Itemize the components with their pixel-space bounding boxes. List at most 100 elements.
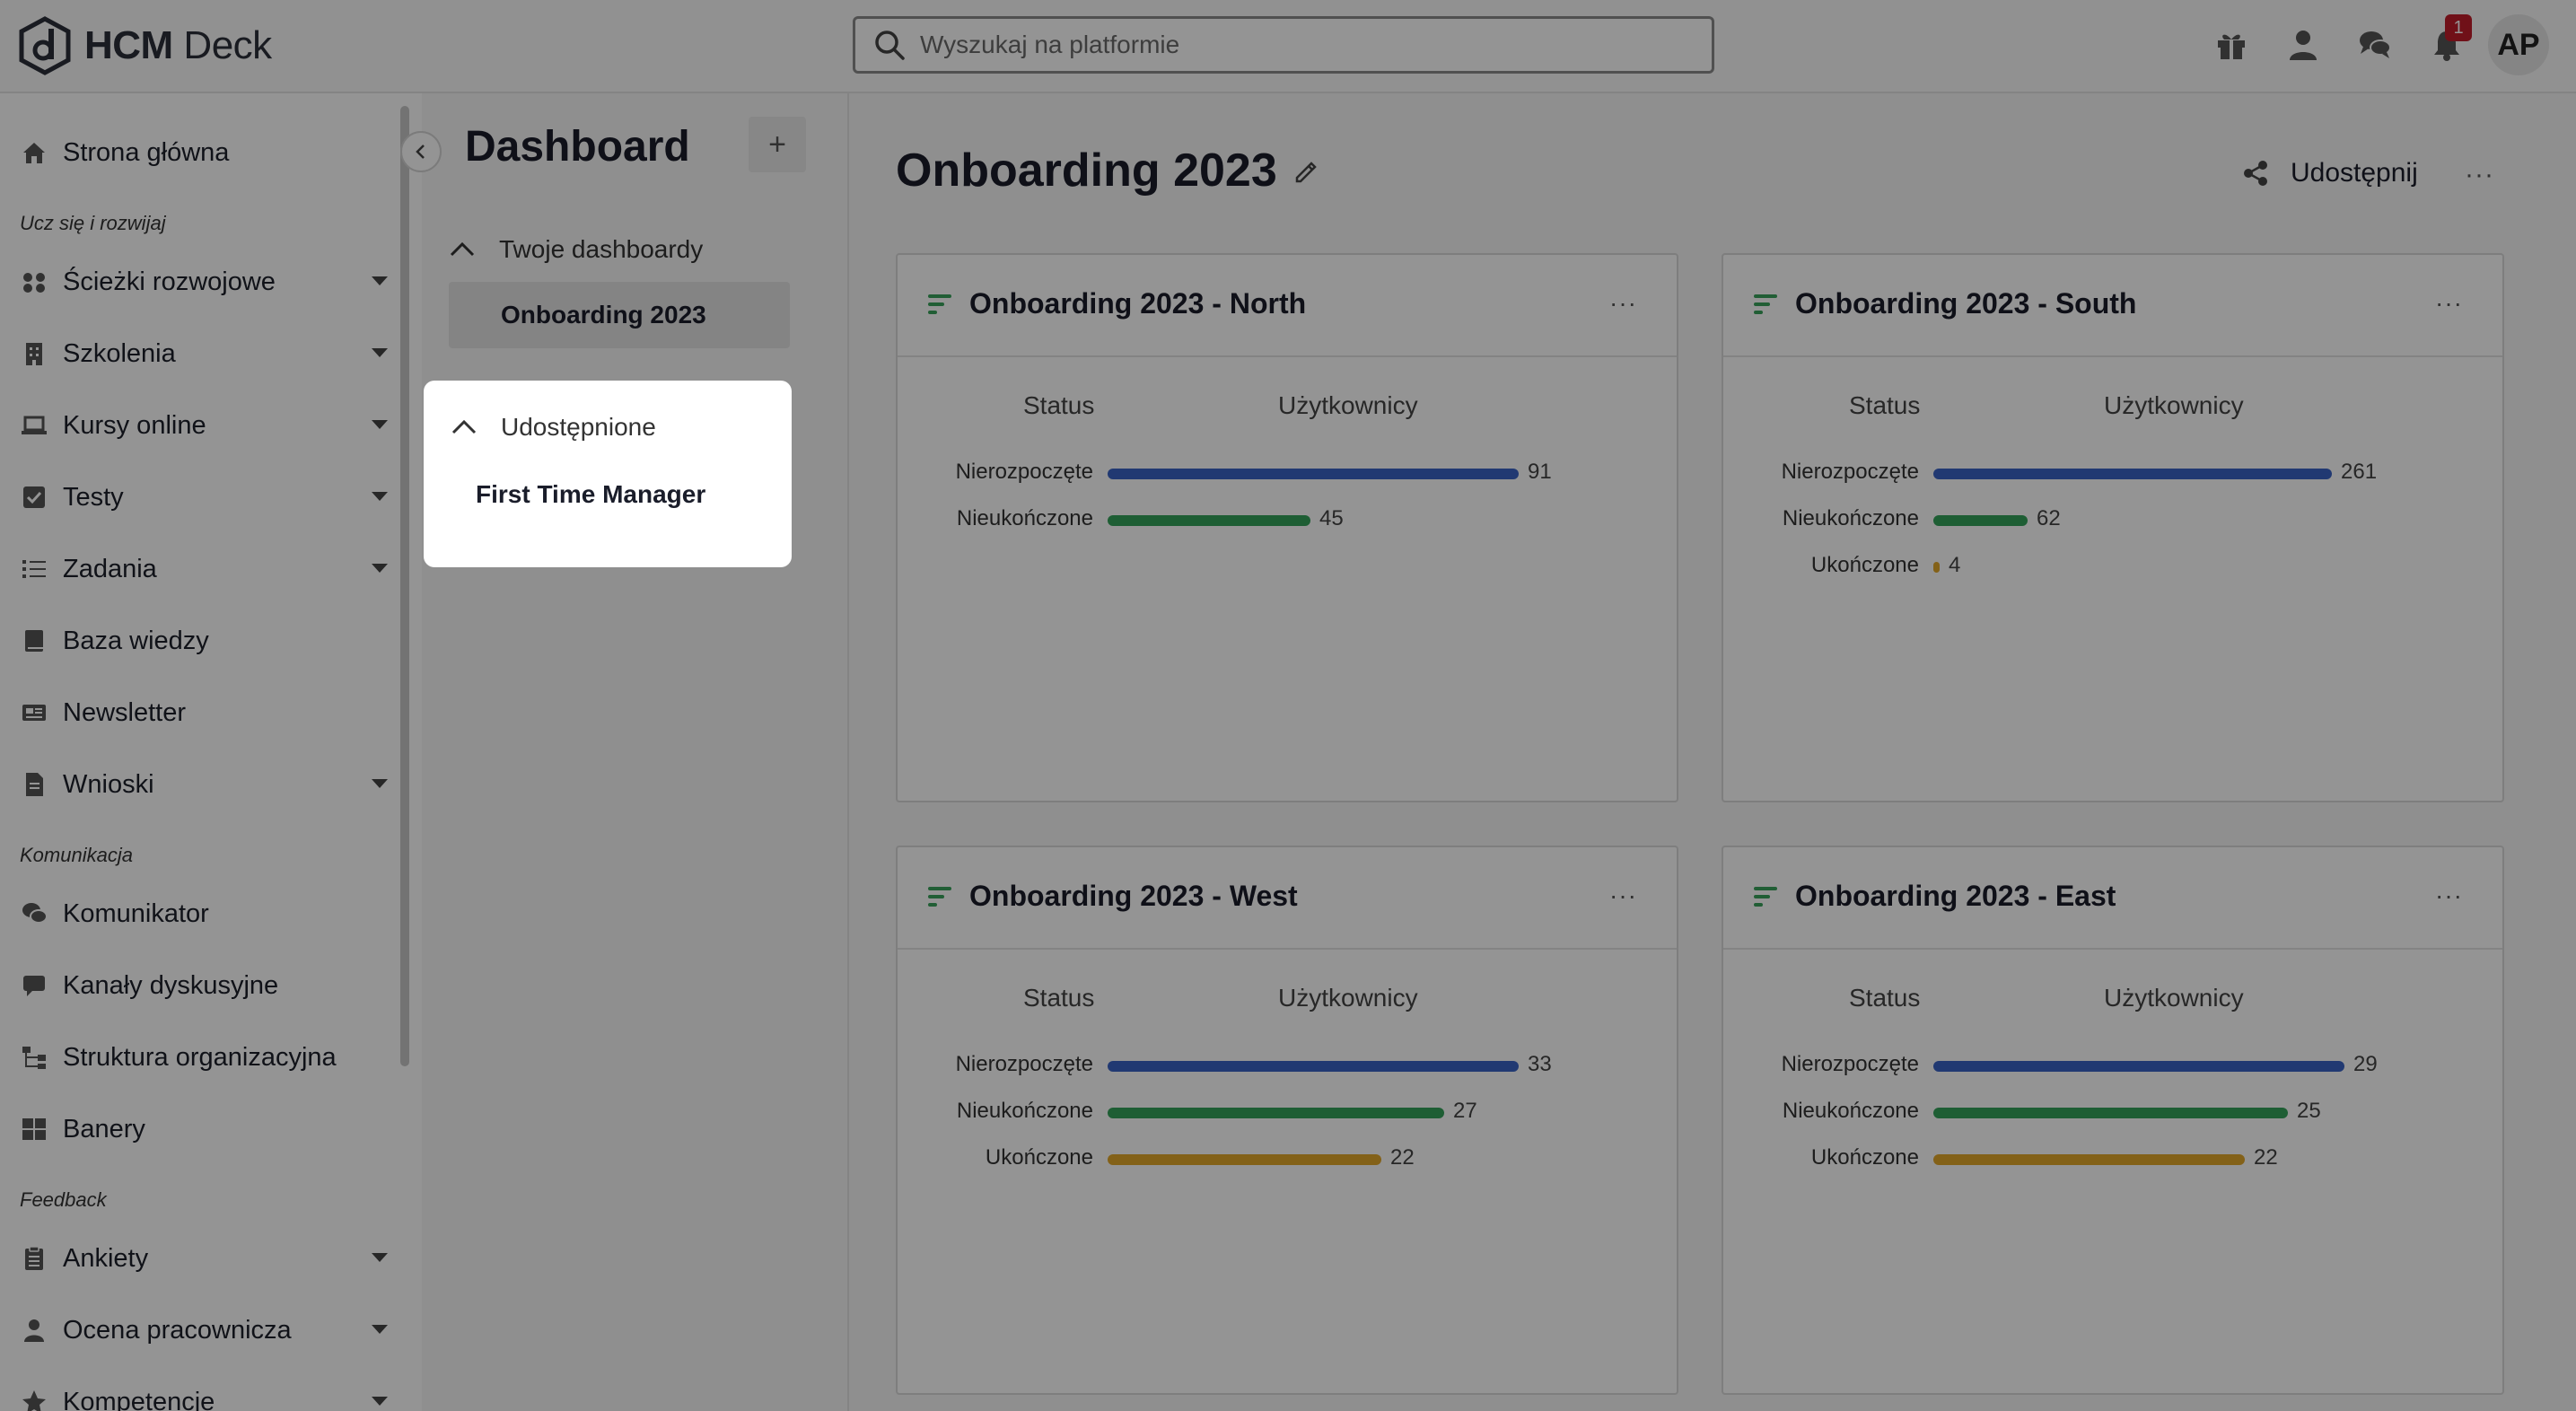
book-icon: [20, 627, 48, 655]
sidebar-item-online-courses[interactable]: Kursy online: [20, 399, 388, 452]
profile-button[interactable]: [2282, 23, 2325, 66]
sidebar-item-label: Szkolenia: [63, 338, 176, 368]
chevron-down-icon[interactable]: [372, 1253, 388, 1262]
bar-chart-icon: [1754, 887, 1777, 907]
column-header-status: Status: [1023, 984, 1095, 1012]
category-label: Nierozpoczęte: [1781, 460, 1919, 484]
checkbox-icon: [20, 483, 48, 512]
edit-icon[interactable]: [1292, 156, 1320, 185]
sidebar-item-label: Wnioski: [63, 769, 154, 799]
data-bar[interactable]: [1108, 1154, 1381, 1165]
chevron-down-icon[interactable]: [372, 420, 388, 429]
sidebar-item-trainings[interactable]: Szkolenia: [20, 327, 388, 381]
category-label: Nieukończone: [956, 506, 1093, 530]
data-bar[interactable]: [1108, 1108, 1444, 1118]
chevron-down-icon[interactable]: [372, 348, 388, 357]
chevron-down-icon[interactable]: [372, 276, 388, 285]
category-label: Ukończone: [1810, 1145, 1919, 1170]
data-bar[interactable]: [1933, 515, 2028, 526]
sidebar-item-home[interactable]: Strona główna: [20, 126, 388, 180]
user-icon: [2290, 31, 2317, 60]
chevron-down-icon[interactable]: [372, 1325, 388, 1334]
column-header-status: Status: [1023, 391, 1095, 419]
chart-title: Onboarding 2023 - North: [969, 287, 1307, 320]
sidebar-item-label: Strona główna: [63, 137, 230, 167]
chevron-down-icon[interactable]: [372, 1397, 388, 1406]
dashboard-item[interactable]: Onboarding 2023: [449, 282, 790, 348]
chevron-down-icon[interactable]: [372, 492, 388, 501]
sidebar-item-messenger[interactable]: Komunikator: [20, 887, 388, 941]
category-label: Ukończone: [985, 1145, 1093, 1170]
app-name: HCM Deck: [84, 23, 272, 67]
sidebar-scrollbar[interactable]: [400, 106, 409, 1066]
sidebar-item-requests[interactable]: Wnioski: [20, 758, 388, 811]
column-header-users: Użytkownicy: [2104, 984, 2244, 1012]
data-bar[interactable]: [1933, 1154, 2245, 1165]
share-button[interactable]: Udostępnij: [2242, 158, 2418, 188]
laptop-icon: [20, 411, 48, 440]
chart-row: Nierozpoczęte 29: [1723, 1047, 2506, 1082]
sidebar-item-newsletter[interactable]: Newsletter: [20, 686, 388, 740]
sidebar-item-tests[interactable]: Testy: [20, 470, 388, 524]
chart-card: Onboarding 2023 - East ··· Status Użytkowni…: [1722, 846, 2504, 1395]
category-label: Ukończone: [1810, 553, 1919, 577]
sidebar-item-label: Komunikator: [63, 898, 209, 928]
sidebar-item-paths[interactable]: Ścieżki rozwojowe: [20, 255, 388, 309]
search-box[interactable]: [853, 16, 1714, 74]
sidebar-item-tasks[interactable]: Zadania: [20, 542, 388, 596]
category-label: Nierozpoczęte: [955, 460, 1093, 484]
data-bar[interactable]: [1933, 1061, 2344, 1072]
data-bar[interactable]: [1933, 1108, 2288, 1118]
data-value-label: 4: [1949, 553, 1961, 577]
more-options-button[interactable]: ···: [2465, 160, 2494, 189]
sidebar-item-label: Kursy online: [63, 410, 206, 440]
group-label: Udostępnione: [501, 413, 656, 441]
clipboard-icon: [20, 1244, 48, 1273]
data-bar[interactable]: [1933, 562, 1940, 573]
sidebar-item-competences[interactable]: Kompetencje: [20, 1375, 388, 1411]
search-input[interactable]: [920, 31, 1656, 59]
gift-icon: [2218, 34, 2245, 59]
org-chart-icon: [20, 1043, 48, 1072]
sidebar-item-surveys[interactable]: Ankiety: [20, 1231, 388, 1285]
data-bar[interactable]: [1108, 469, 1519, 479]
chart-row: Nieukończone 62: [1723, 501, 2506, 537]
sidebar-section-learn: Ucz się i rozwijaj: [20, 212, 166, 234]
column-header-users: Użytkownicy: [1278, 391, 1418, 419]
chart-row: Nierozpoczęte 261: [1723, 454, 2506, 490]
group-your-dashboards[interactable]: Twoje dashboardy: [449, 235, 703, 264]
sidebar-item-employee-review[interactable]: Ocena pracownicza: [20, 1303, 388, 1357]
add-dashboard-button[interactable]: +: [749, 117, 806, 172]
avatar[interactable]: AP: [2488, 14, 2549, 75]
data-bar[interactable]: [1108, 515, 1310, 526]
chart-title: Onboarding 2023 - South: [1795, 287, 2137, 320]
chart-more-button[interactable]: ···: [1609, 289, 1637, 317]
data-value-label: 62: [2037, 506, 2061, 530]
chevron-down-icon[interactable]: [372, 779, 388, 788]
chart-more-button[interactable]: ···: [2435, 881, 2463, 909]
column-header-status: Status: [1849, 391, 1921, 419]
gift-button[interactable]: [2210, 23, 2253, 66]
sidebar: Strona główna Ucz się i rozwijaj Ścieżki…: [0, 93, 422, 1411]
category-label: Nieukończone: [1782, 506, 1919, 530]
top-bar: HCM Deck 1: [0, 0, 2576, 93]
app-logo[interactable]: HCM Deck: [18, 14, 272, 77]
bar-chart-icon: [928, 294, 951, 314]
chart-more-button[interactable]: ···: [2435, 289, 2463, 317]
sidebar-item-knowledge-base[interactable]: Baza wiedzy: [20, 614, 388, 668]
dashboard-item[interactable]: First Time Manager: [476, 480, 706, 508]
data-bar[interactable]: [1108, 1061, 1519, 1072]
sidebar-item-label: Ankiety: [63, 1243, 149, 1273]
sidebar-item-org-structure[interactable]: Struktura organizacyjna: [20, 1030, 388, 1084]
chevron-down-icon[interactable]: [372, 564, 388, 573]
category-label: Nieukończone: [956, 1099, 1093, 1123]
sidebar-item-discussion-channels[interactable]: Kanały dyskusyjne: [20, 959, 388, 1012]
collapse-sidebar-button[interactable]: [400, 131, 442, 172]
messages-button[interactable]: [2353, 23, 2396, 66]
notifications-button[interactable]: 1: [2425, 14, 2472, 66]
group-shared[interactable]: Udostępnione: [451, 413, 656, 442]
sidebar-item-banners[interactable]: Banery: [20, 1102, 388, 1156]
chart-more-button[interactable]: ···: [1609, 881, 1637, 909]
data-bar[interactable]: [1933, 469, 2332, 479]
data-value-label: 45: [1319, 506, 1344, 530]
